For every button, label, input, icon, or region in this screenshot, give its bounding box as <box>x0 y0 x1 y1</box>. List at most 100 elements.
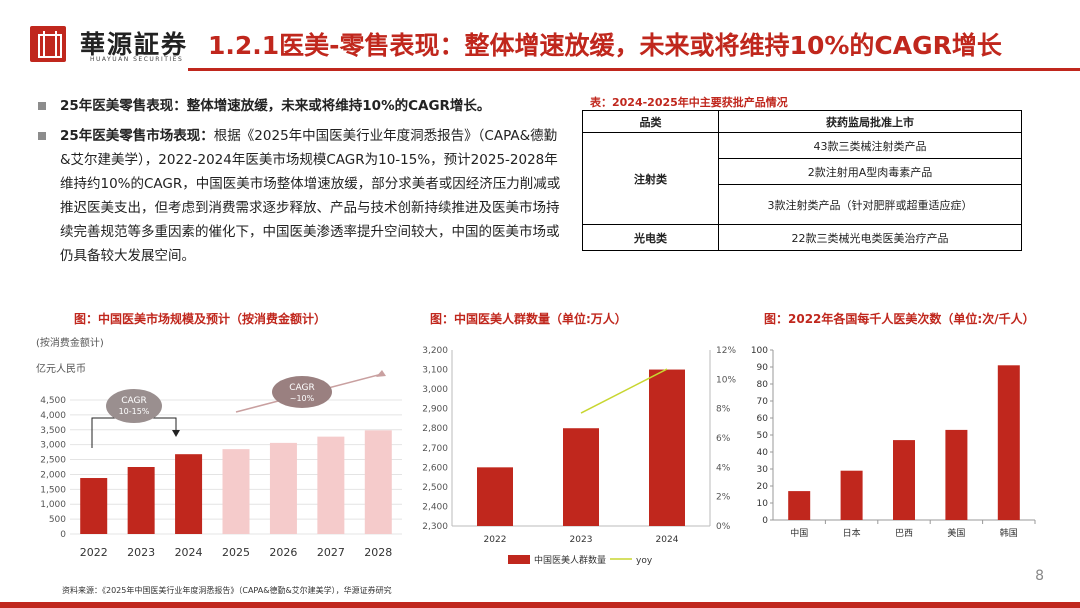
cagr-annotation-forecast: CAGR ~10% <box>235 370 386 413</box>
bar <box>563 428 599 526</box>
y-tick-label: 70 <box>757 397 769 407</box>
bar <box>477 467 513 526</box>
y-tick-label: 1,500 <box>40 485 66 495</box>
y-tick-label: 2,400 <box>422 502 448 512</box>
x-tick-label: 2024 <box>656 535 679 545</box>
cagr-label: CAGR <box>121 396 147 406</box>
product-table: 品类 获药监局批准上市 注射类 43款三类械注射类产品 2款注射用A型肉毒素产品… <box>582 110 1022 251</box>
y-tick-label: 3,500 <box>40 426 66 436</box>
y-tick-label: 2,900 <box>422 405 448 415</box>
x-tick-label: 中国 <box>790 527 808 539</box>
bar <box>997 365 1020 520</box>
legend-line-label: yoy <box>636 556 653 566</box>
bullet-item: 25年医美零售表现：整体增速放缓，未来或将维持10%的CAGR增长。 <box>36 94 566 118</box>
table-category-cell: 注射类 <box>582 132 719 225</box>
y-tick-label: 30 <box>757 465 769 475</box>
y-tick-label: 100 <box>751 346 768 356</box>
chart3-title: 图：2022年各国每千人医美次数（单位:次/千人） <box>764 312 1035 326</box>
table-row: 注射类 43款三类械注射类产品 <box>582 132 1022 225</box>
table-header-category: 品类 <box>582 110 719 133</box>
y-tick-label: 3,000 <box>40 441 66 451</box>
y-tick-label: 0 <box>60 530 66 540</box>
y-tick-label: 0 <box>762 516 768 526</box>
x-tick-label: 日本 <box>843 527 861 539</box>
bullet-square-icon <box>38 102 46 110</box>
x-tick-label: 2022 <box>80 546 108 559</box>
bar <box>893 440 915 520</box>
y-tick-label: 2,800 <box>422 424 448 434</box>
bullet-heading: 25年医美零售市场表现： <box>60 128 214 144</box>
per-thousand-chart: 0 10 20 30 40 50 60 70 80 90 100 中国 日本 巴西 美国 韩国 <box>751 346 1036 539</box>
y-tick-label: 2,500 <box>422 483 448 493</box>
y2-tick-label: 6% <box>716 434 731 444</box>
y-tick-label: 3,100 <box>422 366 448 376</box>
population-chart: 2,300 2,400 2,500 2,600 2,700 2,800 2,900 3,000… <box>422 346 736 566</box>
chart1-unit-label: 亿元人民币 <box>36 362 86 375</box>
bottom-accent-bar <box>0 602 1080 608</box>
table-title: 表：2024-2025年中主要获批产品情况 <box>590 96 788 109</box>
source-note: 资料来源：《2025年中国医美行业年度洞悉报告》（CAPA&德勤&艾尔建美学），… <box>62 586 392 595</box>
y-tick-label: 60 <box>757 414 769 424</box>
table-cell: 43款三类械注射类产品 <box>718 132 1022 159</box>
page-number: 8 <box>1035 568 1044 584</box>
x-tick-label: 2023 <box>127 546 155 559</box>
table-cell: 3款注射类产品（针对肥胖或超重适应症） <box>718 184 1022 225</box>
title-divider <box>188 68 1080 71</box>
x-tick-label: 2024 <box>175 546 203 559</box>
cagr-value: 10-15% <box>119 407 150 416</box>
bar <box>840 470 863 520</box>
x-tick-label: 美国 <box>947 527 965 539</box>
cagr-value: ~10% <box>290 394 315 403</box>
y-tick-label: 1,000 <box>40 500 66 510</box>
table-row: 光电类 22款三类械光电类医美治疗产品 <box>582 224 1022 251</box>
y-tick-label: 3,000 <box>422 385 448 395</box>
chart2-title: 图：中国医美人群数量（单位:万人） <box>430 312 627 326</box>
y-tick-label: 3,200 <box>422 346 448 356</box>
y-tick-label: 4,000 <box>40 411 66 421</box>
bar <box>788 491 811 520</box>
bar <box>127 467 155 534</box>
x-tick-label: 2025 <box>222 546 250 559</box>
y-tick-label: 2,300 <box>422 522 448 532</box>
bar <box>364 430 392 534</box>
y-tick-label: 2,600 <box>422 463 448 473</box>
table-header-row: 品类 获药监局批准上市 <box>582 110 1022 133</box>
y2-tick-label: 0% <box>716 522 731 532</box>
legend-bar-label: 中国医美人群数量 <box>534 554 606 566</box>
yoy-line <box>580 368 668 414</box>
y-tick-label: 50 <box>757 431 769 441</box>
table-cell: 2款注射用A型肉毒素产品 <box>718 158 1022 185</box>
y-tick-label: 2,500 <box>40 456 66 466</box>
x-tick-label: 2023 <box>570 535 593 545</box>
y-tick-label: 80 <box>757 380 769 390</box>
bar <box>222 449 250 534</box>
brand-name-en: HUAYUAN SECURITIES <box>90 56 184 63</box>
table-cell: 22款三类械光电类医美治疗产品 <box>718 224 1022 251</box>
bullet-square-icon <box>38 132 46 140</box>
y2-tick-label: 4% <box>716 463 731 473</box>
y-tick-label: 40 <box>757 448 769 458</box>
table-row: 2款注射用A型肉毒素产品 <box>583 158 1022 185</box>
y-tick-label: 4,500 <box>40 396 66 406</box>
brand-name: 華源証券 <box>80 30 189 59</box>
chart1-subtitle: (按消费金额计) <box>36 336 104 349</box>
legend-bar-swatch <box>508 555 530 564</box>
x-tick-label: 巴西 <box>895 528 913 539</box>
y2-tick-label: 12% <box>716 346 736 356</box>
y2-tick-label: 2% <box>716 493 731 503</box>
y-tick-label: 500 <box>49 515 66 525</box>
company-logo-icon <box>30 26 66 62</box>
x-tick-label: 2022 <box>484 535 507 545</box>
chart1-title: 图：中国医美市场规模及预计（按消费金额计） <box>74 312 327 326</box>
bar <box>945 429 968 520</box>
cagr-label: CAGR <box>289 383 315 393</box>
page-title: 1.2.1医美-零售表现：整体增速放缓，未来或将维持10%的CAGR增长 <box>208 31 1002 60</box>
x-tick-label: 2028 <box>364 546 392 559</box>
y2-tick-label: 10% <box>716 375 736 385</box>
bar <box>649 369 685 526</box>
cagr-annotation-historical: CAGR 10-15% <box>91 389 180 448</box>
bullet-heading: 25年医美零售表现：整体增速放缓，未来或将维持10%的CAGR增长。 <box>60 98 491 114</box>
table-category-cell: 光电类 <box>582 224 719 251</box>
market-size-chart: (按消费金额计) 亿元人民币 0 500 1,000 1,500 2,000 2,500 3… <box>36 336 402 559</box>
bar <box>317 436 345 534</box>
